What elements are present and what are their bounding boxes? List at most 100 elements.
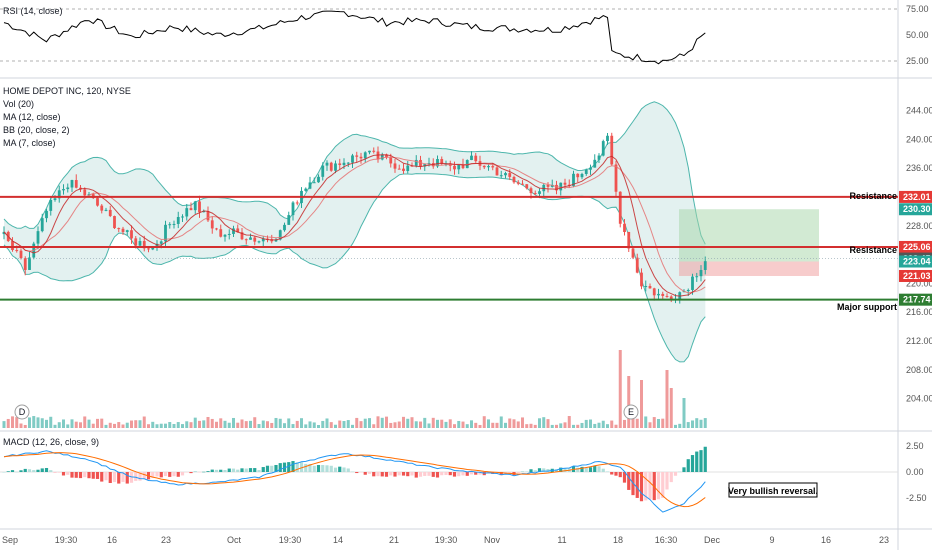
candle-body [100, 205, 104, 211]
macd-histogram-bar [159, 472, 163, 478]
macd-histogram-bar [563, 468, 567, 472]
volume-bar [359, 421, 363, 428]
candle-body [508, 173, 512, 177]
legend-ma-12: MA (12, close) [3, 112, 61, 122]
candle-body [19, 250, 23, 259]
candle-body [648, 286, 652, 289]
volume-bar [597, 422, 601, 428]
volume-bar [36, 417, 40, 428]
volume-bar [274, 417, 278, 428]
volume-bar [19, 423, 23, 428]
macd-histogram-bar [121, 472, 125, 482]
macd-histogram-bar [695, 451, 699, 472]
macd-histogram-bar [23, 468, 27, 472]
candle-body [257, 241, 261, 243]
candle-body [36, 231, 40, 244]
price-tick: 216.00 [906, 307, 932, 317]
macd-histogram-bar [644, 472, 648, 501]
price-tag-bg [899, 269, 932, 282]
macd-histogram-bar [308, 464, 312, 472]
macd-histogram-bar [355, 472, 359, 474]
macd-histogram-bar [457, 472, 461, 477]
price-tick: 240.00 [906, 134, 932, 144]
volume-bar [402, 416, 405, 428]
candle-body [504, 173, 507, 176]
macd-histogram-bar [418, 472, 423, 477]
macd-panel [0, 446, 898, 513]
candle-body [355, 155, 359, 157]
macd-histogram-bar [231, 468, 236, 472]
price-tick: 212.00 [906, 336, 932, 346]
candle-body [240, 232, 244, 240]
candle-body [49, 199, 53, 211]
macd-histogram-bar [49, 470, 53, 472]
candle-body [342, 162, 346, 165]
signal-line [3, 452, 706, 508]
volume-bar [538, 418, 541, 428]
macd-histogram-bar [376, 472, 380, 477]
volume-bar [512, 419, 516, 428]
time-tick: Dec [704, 535, 721, 545]
macd-histogram-bar [236, 469, 240, 472]
legend-bb: BB (20, close, 2) [3, 125, 70, 135]
candle-body [665, 295, 669, 297]
volume-bar [104, 424, 108, 428]
rsi-panel [0, 8, 898, 65]
time-tick: 16 [107, 535, 117, 545]
time-tick: Nov [484, 535, 501, 545]
candle-body [644, 286, 648, 288]
earnings-badge[interactable]: E [623, 404, 639, 420]
volume-bar [457, 420, 461, 428]
legend-symbol: HOME DEPOT INC, 120, NYSE [3, 86, 131, 96]
candle-body [227, 233, 231, 235]
macd-histogram-bar [248, 468, 253, 472]
volume-bar [300, 418, 303, 428]
candle-body [338, 163, 342, 165]
candle-body [550, 184, 554, 187]
macd-histogram-bar [559, 467, 563, 472]
price-tick: 220.00 [906, 278, 932, 288]
macd-histogram-bar [401, 472, 406, 476]
volume-bar [210, 418, 214, 428]
macd-histogram-bar [53, 472, 57, 473]
candle-body [304, 188, 308, 191]
macd-histogram-bar [104, 472, 108, 481]
volume-bar [504, 422, 507, 428]
volume-bar [6, 418, 10, 428]
macd-histogram-bar [363, 472, 367, 475]
candle-body [627, 231, 631, 249]
candle-body [198, 201, 201, 213]
volume-bar [342, 421, 346, 428]
macd-histogram-bar [223, 470, 227, 472]
macd-histogram-bar [189, 472, 193, 474]
volume-bar [134, 420, 138, 428]
dividend-badge[interactable]: D [14, 404, 30, 420]
candle-body [601, 141, 605, 156]
volume-bar [640, 380, 643, 428]
price-tick: 236.00 [906, 163, 932, 173]
volume-bar [559, 423, 563, 428]
volume-bar [567, 416, 571, 428]
candle-body [83, 189, 87, 196]
macd-histogram-bar [618, 472, 622, 478]
macd-histogram-bar [95, 472, 100, 479]
volume-bar [113, 423, 116, 428]
macd-histogram-bar [469, 472, 474, 475]
volume-bar [351, 424, 354, 428]
candle-body [45, 210, 48, 219]
volume-bar [618, 350, 622, 428]
candle-body [164, 224, 167, 242]
volume-bar [593, 423, 597, 428]
macd-histogram-bar [155, 472, 159, 477]
volume-bar [695, 418, 699, 428]
volume-bar [652, 417, 656, 428]
volume-bar [482, 416, 486, 428]
price-tag-label: 221.03 [903, 271, 931, 281]
candle-body [499, 175, 503, 177]
price-tick: 208.00 [906, 365, 932, 375]
candle-body [40, 218, 44, 232]
macd-histogram-bar [440, 472, 444, 476]
candle-body [559, 182, 563, 191]
candle-body [546, 184, 550, 187]
